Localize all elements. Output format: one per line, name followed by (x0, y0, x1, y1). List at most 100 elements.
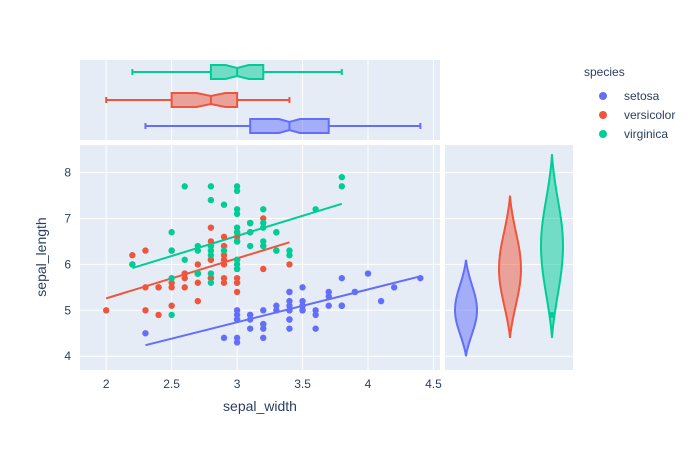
violin-versicolor (497, 195, 523, 338)
data-point-setosa (299, 297, 306, 305)
box-plot-setosa (144, 118, 422, 134)
data-point-versicolor (260, 215, 267, 222)
legend-label-versicolor: versicolor (624, 108, 675, 122)
data-point-virginica (129, 261, 136, 268)
violin-body-virginica (539, 154, 565, 338)
x-tick-label: 2 (103, 377, 110, 391)
y-axis-ticks: 4 5 6 7 8 (64, 166, 71, 364)
data-point-virginica (233, 224, 241, 231)
data-point-versicolor (155, 284, 162, 291)
trend-line-setosa (145, 275, 421, 347)
data-point-setosa (260, 320, 267, 328)
x-axis-ticks: 2 2.5 3 3.5 4 4.5 (103, 377, 442, 391)
data-point-setosa (233, 339, 241, 346)
y-tick-label: 7 (64, 211, 71, 225)
data-point-versicolor (142, 307, 149, 314)
data-point-virginica (181, 183, 188, 190)
data-point-virginica (260, 224, 267, 231)
data-point-virginica (246, 242, 254, 250)
data-point-virginica (233, 206, 241, 213)
data-point-setosa (299, 307, 306, 314)
data-point-virginica (312, 206, 319, 213)
data-point-setosa (273, 307, 280, 314)
data-point-versicolor (233, 279, 241, 286)
data-point-virginica (194, 270, 202, 277)
data-point-virginica (233, 183, 241, 190)
data-point-setosa (417, 274, 424, 282)
data-point-virginica (220, 201, 228, 208)
data-point-versicolor (194, 279, 202, 286)
main-plot-background (80, 145, 440, 370)
data-point-virginica (233, 256, 241, 263)
y-tick-label: 4 (64, 349, 71, 363)
data-point-setosa (338, 302, 346, 309)
x-axis-title: sepal_width (223, 398, 297, 414)
data-point-virginica (273, 229, 280, 236)
legend: species setosa versicolor virginica (584, 65, 675, 141)
data-point-versicolor (207, 224, 215, 231)
x-tick-label: 4.5 (425, 377, 442, 391)
data-point-versicolor (220, 256, 228, 263)
data-point-setosa (260, 307, 267, 314)
data-point-versicolor (220, 261, 228, 268)
data-point-versicolor (286, 261, 293, 268)
data-point-virginica (220, 247, 228, 254)
data-point-virginica (207, 270, 215, 277)
data-point-setosa (286, 325, 293, 332)
violin-body-setosa (453, 259, 479, 357)
data-point-setosa (286, 307, 293, 314)
legend-item-setosa[interactable]: setosa (599, 89, 660, 103)
data-point-virginica (286, 247, 293, 254)
violin-marginals (453, 154, 565, 357)
data-point-virginica (168, 311, 175, 319)
data-point-setosa (286, 288, 293, 296)
y-tick-label: 5 (64, 303, 71, 317)
data-point-versicolor (194, 297, 202, 305)
data-point-virginica (233, 238, 241, 245)
data-point-setosa (325, 288, 332, 296)
data-point-versicolor (181, 274, 188, 282)
data-point-versicolor (220, 252, 228, 259)
data-point-virginica (194, 242, 202, 250)
violin-outlier (549, 311, 555, 318)
data-point-versicolor (220, 233, 228, 241)
data-point-setosa (246, 311, 254, 319)
data-point-versicolor (168, 302, 175, 309)
data-point-versicolor (168, 284, 175, 291)
x-tick-label: 4 (365, 377, 372, 391)
legend-marker-setosa (599, 92, 607, 100)
data-point-virginica (207, 196, 215, 204)
data-point-virginica (246, 229, 254, 236)
legend-item-virginica[interactable]: virginica (599, 127, 668, 141)
data-point-setosa (351, 288, 359, 296)
data-point-setosa (142, 330, 149, 337)
data-point-versicolor (129, 252, 136, 259)
data-point-setosa (273, 302, 280, 309)
box-marginals (105, 64, 422, 134)
legend-label-setosa: setosa (624, 89, 660, 103)
data-point-setosa (260, 334, 267, 342)
data-point-setosa (325, 293, 332, 300)
box-plot-versicolor (105, 92, 291, 108)
data-point-virginica (181, 256, 188, 263)
data-point-virginica (168, 229, 175, 236)
data-point-versicolor (233, 233, 241, 241)
data-point-setosa (312, 307, 319, 314)
data-point-versicolor (260, 265, 267, 273)
data-point-versicolor (220, 279, 228, 286)
x-tick-label: 3 (234, 377, 241, 391)
data-point-virginica (168, 274, 175, 282)
violin-body-versicolor (497, 195, 523, 338)
data-point-setosa (312, 311, 319, 319)
legend-item-versicolor[interactable]: versicolor (599, 108, 675, 122)
data-point-versicolor (207, 274, 215, 282)
x-tick-label: 3.5 (294, 377, 311, 391)
data-point-setosa (233, 311, 241, 319)
data-point-virginica (260, 206, 267, 213)
data-point-versicolor (207, 256, 215, 263)
data-point-versicolor (181, 284, 188, 291)
box-plot-virginica (131, 64, 343, 80)
data-point-virginica (338, 173, 346, 181)
data-point-virginica (286, 252, 293, 259)
trend-line-versicolor (105, 241, 290, 300)
